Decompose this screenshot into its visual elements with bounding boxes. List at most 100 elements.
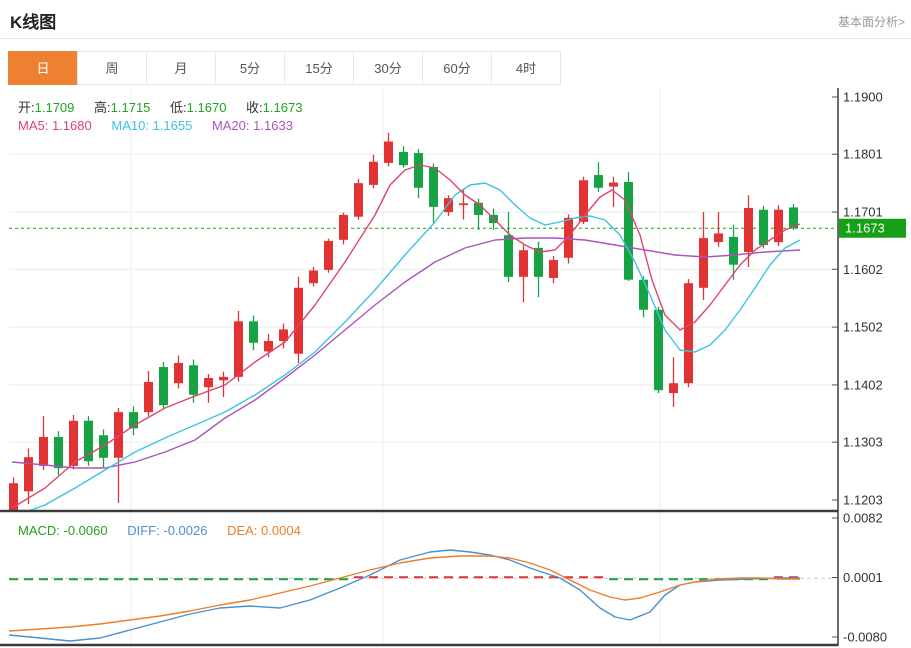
high-label: 高: (94, 100, 111, 115)
candle-body (594, 175, 603, 188)
axis-tick-label: 1.1701 (843, 205, 883, 220)
candle-body (369, 161, 378, 185)
macd-bar (384, 576, 393, 579)
axis-tick-label: 1.1402 (843, 377, 883, 392)
candle-body (519, 250, 528, 277)
candle-body (249, 321, 258, 343)
candle-body (384, 141, 393, 163)
macd-bar (324, 578, 333, 581)
candle-body (354, 183, 363, 217)
ma20-value: 1.1633 (253, 118, 293, 133)
candle-body (684, 283, 693, 384)
candle-body (624, 181, 633, 280)
dea-label: DEA: (227, 523, 258, 538)
macd-bar (564, 576, 573, 579)
macd-bar (669, 578, 678, 581)
candle-body (669, 383, 678, 394)
ma20-label: MA20: (211, 118, 250, 133)
fundamental-analysis-link[interactable]: 基本面分析> (837, 15, 905, 29)
candle-body (429, 166, 438, 207)
low-value: 1.1670 (186, 100, 227, 115)
macd-bar (609, 578, 618, 581)
tab-日[interactable]: 日 (8, 51, 78, 85)
macd-bar (39, 578, 48, 581)
candle-body (174, 362, 183, 384)
candle-body (654, 309, 663, 391)
macd-bar (204, 578, 213, 581)
macd-bar (639, 578, 648, 581)
ma10-line (26, 182, 801, 511)
ma20-line (11, 237, 801, 469)
candle-body (699, 238, 708, 288)
macd-bar (84, 578, 93, 581)
svg-text:1.1673: 1.1673 (845, 221, 885, 236)
macd-bar (339, 578, 348, 581)
ma-legend: MA5: 1.1680 MA10: 1.1655 MA20: 1.1633 (18, 118, 309, 133)
candle-body (414, 153, 423, 188)
axis-tick-label: 1.1502 (843, 320, 883, 335)
candle-body (129, 412, 138, 429)
close-label: 收: (246, 100, 263, 115)
candle-body (324, 240, 333, 270)
candle-body (729, 236, 738, 265)
candle-body (399, 151, 408, 166)
candle-body (39, 436, 48, 466)
macd-bar (219, 578, 228, 581)
macd-bar (684, 578, 693, 581)
macd-bar (489, 576, 498, 579)
high-value: 1.1715 (110, 100, 151, 115)
ma5-value: 1.1680 (51, 118, 92, 133)
macd-bar (234, 578, 243, 581)
tab-周[interactable]: 周 (77, 51, 147, 85)
macd-bar (399, 576, 408, 579)
tab-30分[interactable]: 30分 (353, 51, 423, 85)
macd-bar (789, 576, 798, 579)
axis-tick-label: 0.0082 (843, 511, 883, 526)
macd-bar (699, 578, 708, 581)
candle-body (279, 329, 288, 341)
ma5-label: MA5: (18, 118, 49, 133)
ohlc-legend: 开:1.1709 高:1.1715 低:1.1670 收:1.1673 (18, 97, 318, 116)
tab-15分[interactable]: 15分 (284, 51, 354, 85)
tab-60分[interactable]: 60分 (422, 51, 492, 85)
macd-bar (414, 576, 423, 579)
macd-bar (594, 576, 603, 579)
macd-bar (159, 578, 168, 581)
candle-body (459, 203, 468, 206)
candle-body (84, 420, 93, 462)
open-label: 开: (18, 100, 35, 115)
candle-body (264, 340, 273, 352)
macd-bar (9, 578, 18, 581)
candle-body (564, 217, 573, 258)
diff-label: DIFF: (127, 523, 160, 538)
tab-4时[interactable]: 4时 (491, 51, 561, 85)
header-divider (0, 38, 911, 39)
macd-bar (444, 576, 453, 579)
page-title: K线图 (10, 13, 57, 32)
macd-bar (624, 578, 633, 581)
macd-bar (24, 578, 33, 581)
macd-bar (54, 578, 63, 581)
candles (9, 132, 798, 511)
interval-tabbar: 日周月 5分 15分 30分 60分 4时 (8, 51, 561, 85)
candle-body (789, 207, 798, 229)
macd-bar (474, 576, 483, 579)
tab-5分[interactable]: 5分 (215, 51, 285, 85)
macd-bar (654, 578, 663, 581)
candle-body (444, 198, 453, 213)
current-price-tag: 1.1673 (839, 218, 906, 238)
candle-body (69, 420, 78, 466)
macd-bar (144, 578, 153, 581)
macd-bar (174, 578, 183, 581)
candle-body (114, 412, 123, 458)
candle-body (189, 365, 198, 395)
tab-月[interactable]: 月 (146, 51, 216, 85)
ma10-label: MA10: (111, 118, 149, 133)
axis-tick-label: 1.1303 (843, 435, 883, 450)
axis-tick-label: 1.1602 (843, 262, 883, 277)
candle-body (309, 270, 318, 284)
diff-line (8, 549, 800, 642)
candle-body (219, 376, 228, 381)
